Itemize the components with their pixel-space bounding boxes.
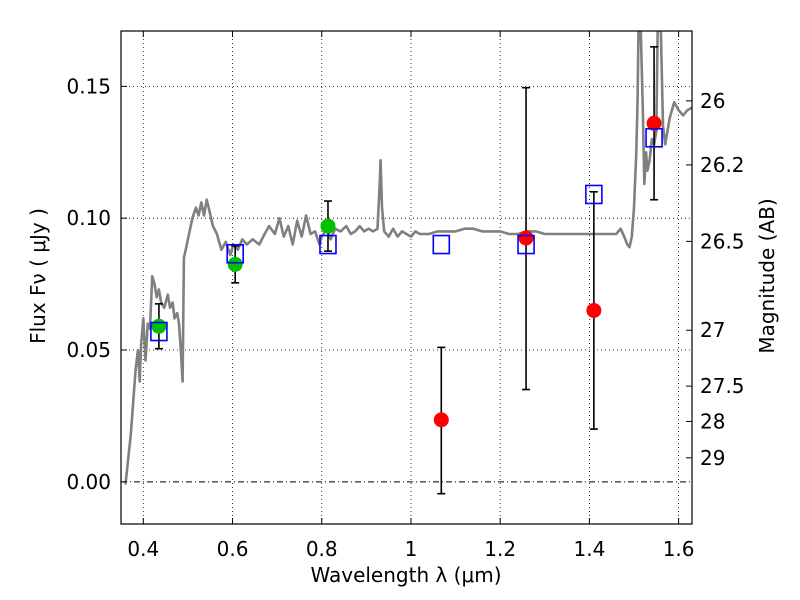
data-point [586, 302, 602, 318]
x-tick-label: 0.6 [217, 537, 249, 561]
data-markers [150, 115, 663, 428]
data-point [151, 318, 167, 334]
x-tick-label: 0.8 [306, 537, 338, 561]
magnitude-tick-label: 26.5 [700, 229, 745, 253]
y-axis-label: Flux Fν ( μJy ) [26, 208, 50, 344]
right-axis-label: Magnitude (AB) [755, 198, 779, 353]
x-tick-label: 1.4 [573, 537, 605, 561]
data-point [518, 230, 534, 246]
magnitude-axis-ticks: 26 26.2 26.5 27 27.5 28 29 [686, 89, 745, 470]
model-photometry-square [432, 234, 451, 255]
magnitude-tick-label: 26.2 [700, 153, 745, 177]
magnitude-tick-label: 29 [700, 446, 725, 470]
x-tick-label: 1.2 [484, 537, 516, 561]
data-point [320, 218, 336, 234]
error-bars [154, 46, 659, 495]
model-photometry-square [645, 127, 663, 148]
magnitude-tick-label: 28 [700, 409, 725, 433]
x-tick-label: 1.6 [663, 537, 695, 561]
y-axis-ticks: 0.00 0.05 0.10 0.15 [66, 74, 127, 494]
data-point [227, 256, 243, 272]
x-tick-label: 0.4 [127, 537, 159, 561]
grid [121, 31, 692, 524]
model-photometry-square [585, 184, 603, 205]
model-photometry-square [226, 243, 244, 264]
data-point [433, 412, 449, 428]
y-tick-label: 0.10 [66, 206, 111, 230]
x-tick-label: 1 [405, 537, 418, 561]
y-tick-label: 0.00 [66, 470, 111, 494]
model-spectrum [124, 31, 692, 485]
plot-frame [120, 30, 693, 525]
data-point [646, 115, 662, 131]
y-tick-label: 0.15 [66, 74, 111, 98]
model-spectrum-line [124, 31, 692, 485]
model-photometry-square [150, 321, 168, 342]
magnitude-tick-label: 27.5 [700, 374, 745, 398]
y-tick-label: 0.05 [66, 338, 111, 362]
x-axis-ticks: 0.4 0.6 0.8 1 1.2 1.4 1.6 [127, 31, 695, 561]
magnitude-tick-label: 27 [700, 318, 725, 342]
model-photometry-square [517, 234, 535, 255]
magnitude-tick-label: 26 [700, 89, 725, 113]
model-photometry-square [319, 234, 337, 255]
x-axis-label: Wavelength λ (μm) [310, 563, 501, 587]
